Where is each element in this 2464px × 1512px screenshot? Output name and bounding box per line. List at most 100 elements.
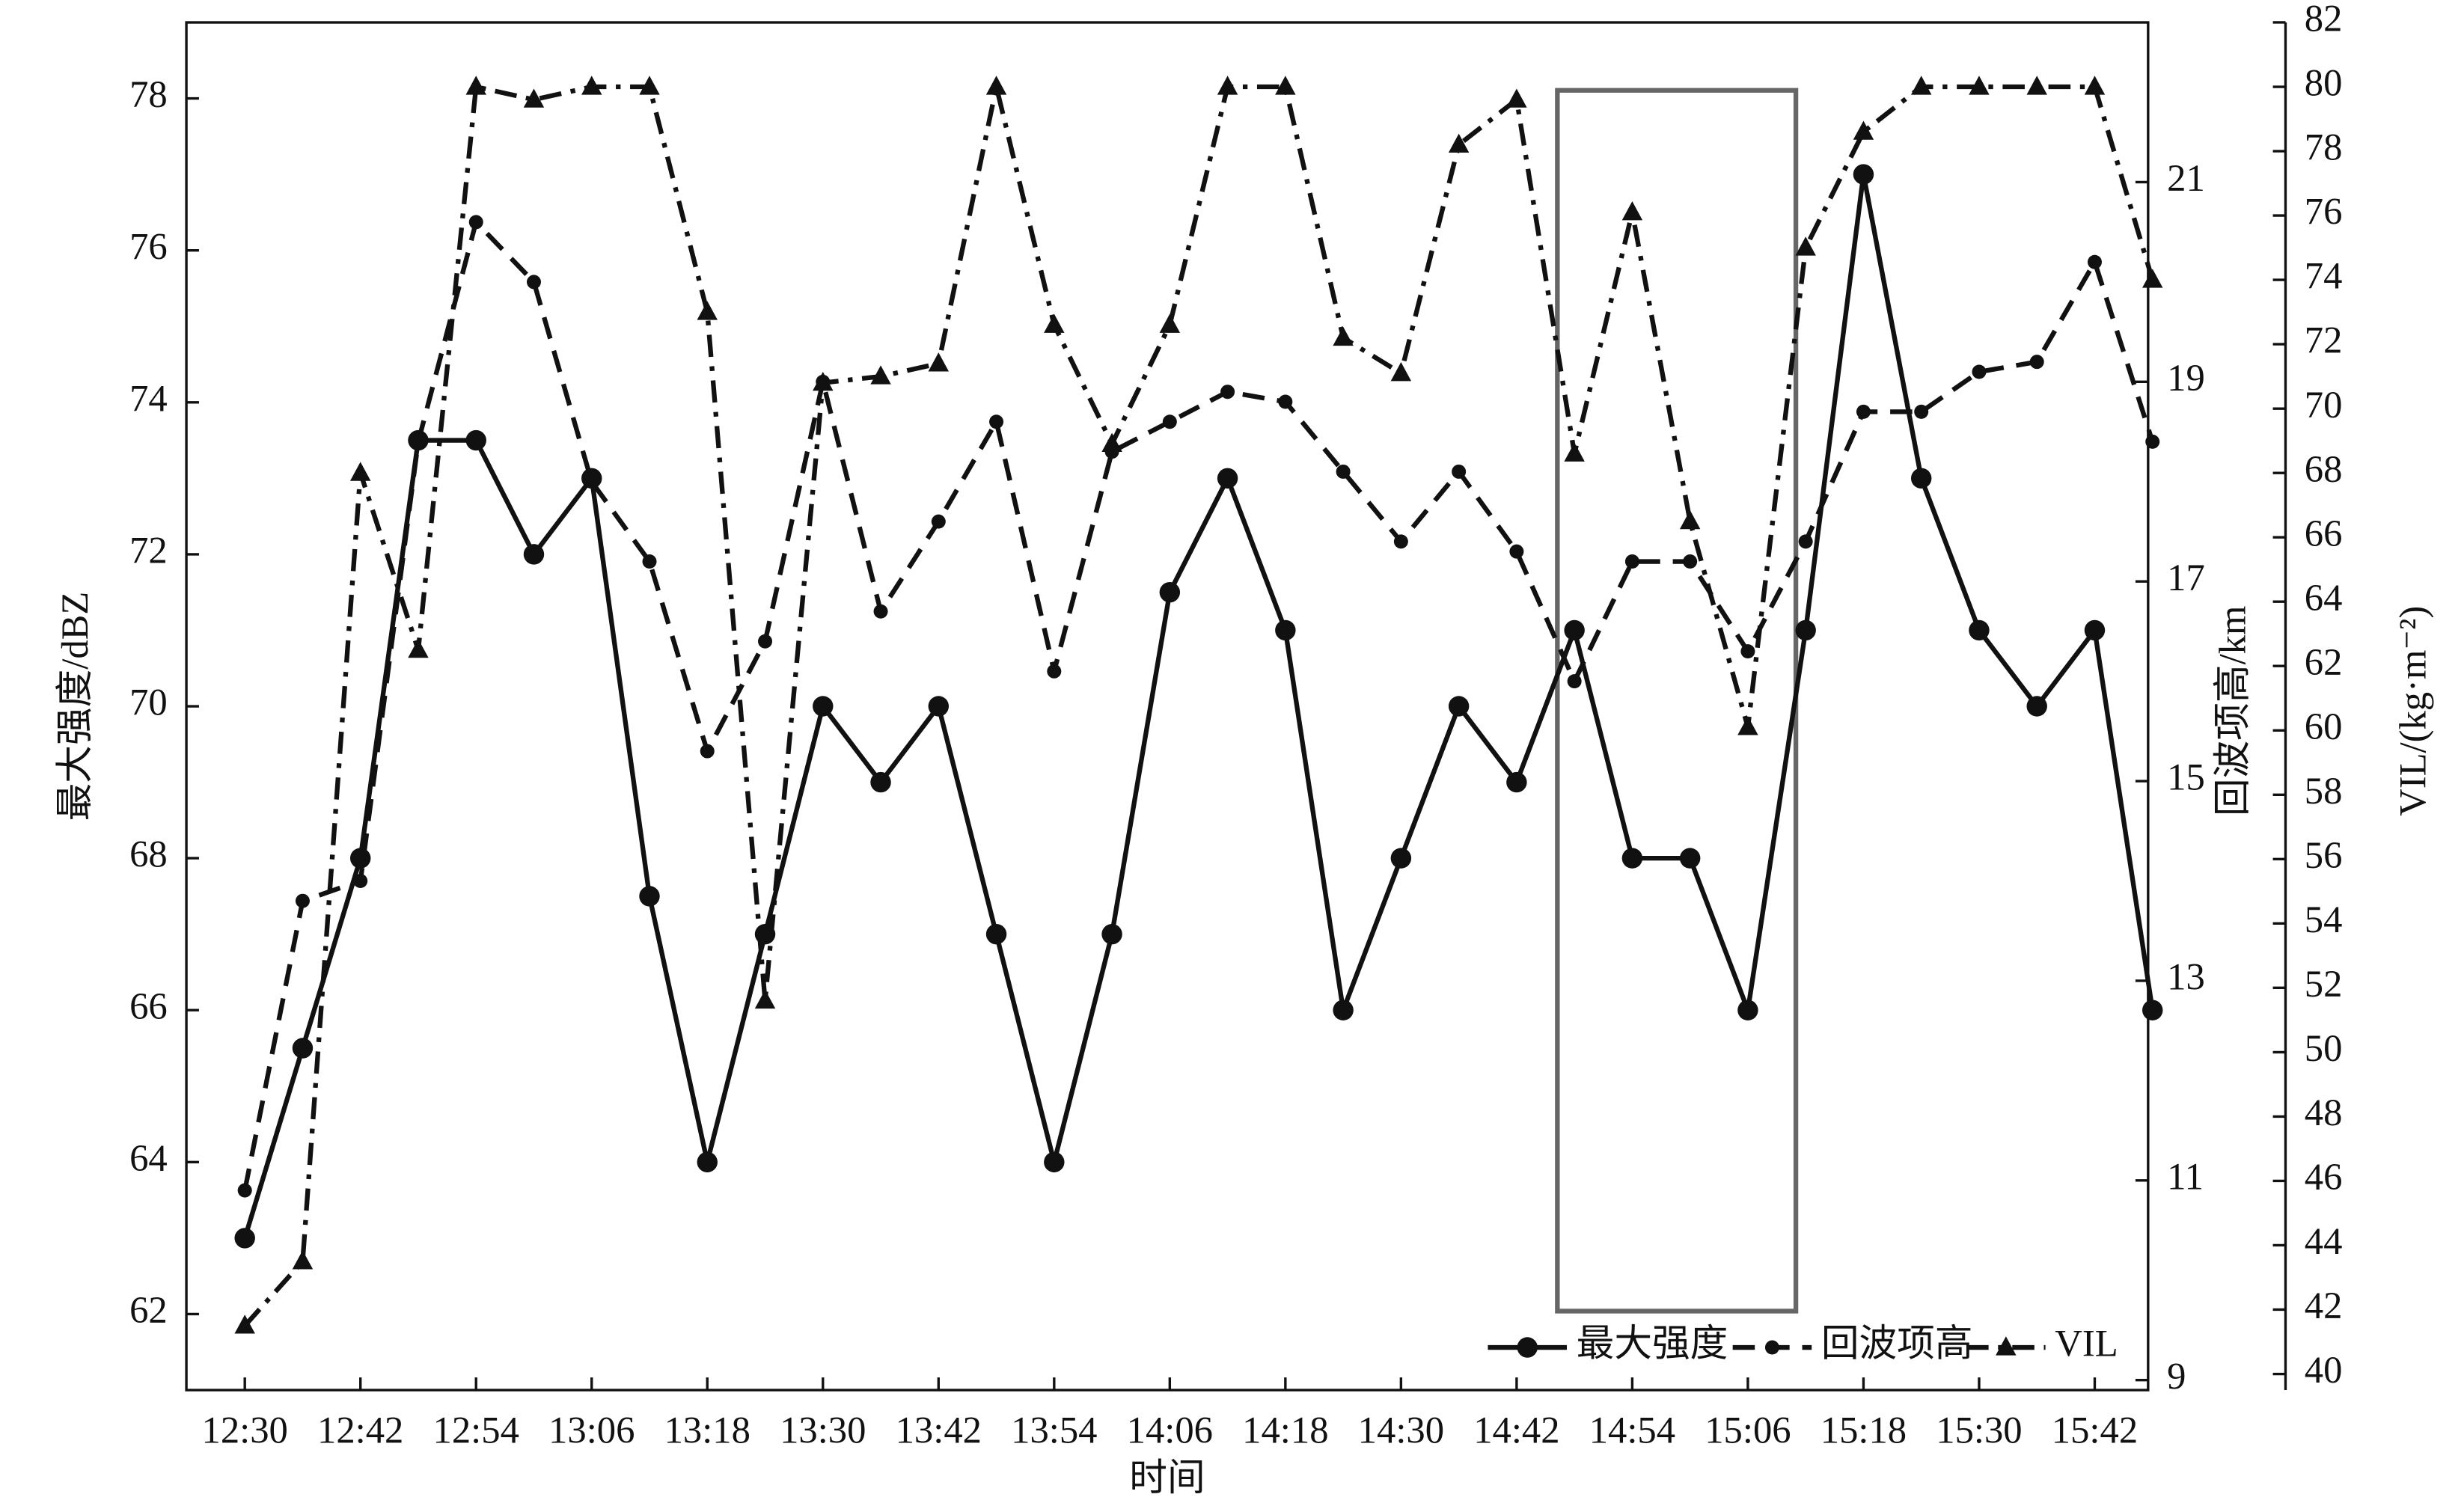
y2-tick-label: 11 xyxy=(2167,1155,2204,1197)
data-point xyxy=(1159,581,1181,603)
data-point xyxy=(1624,554,1639,569)
y2-tick-label: 13 xyxy=(2167,956,2205,998)
data-point xyxy=(813,696,834,717)
data-point xyxy=(1853,120,1874,140)
x-tick-label: 12:54 xyxy=(433,1410,519,1451)
data-point xyxy=(526,275,541,290)
data-point xyxy=(1737,1000,1758,1020)
y3-tick-label: 68 xyxy=(2305,448,2343,490)
data-point xyxy=(408,638,429,658)
data-point xyxy=(411,434,426,449)
data-point xyxy=(985,76,1007,95)
data-point xyxy=(1621,848,1643,869)
series-line xyxy=(242,174,2155,1239)
legend-label: 回波项高 xyxy=(1821,1323,1973,1365)
data-point xyxy=(1567,674,1582,689)
y-tick-label: 74 xyxy=(129,377,168,419)
data-point xyxy=(237,1183,252,1198)
y-tick-label: 72 xyxy=(129,530,168,572)
data-point xyxy=(353,874,368,889)
data-point xyxy=(1275,619,1296,641)
data-point xyxy=(754,989,776,1009)
y3-tick-label: 76 xyxy=(2305,191,2343,233)
y3-tick-label: 56 xyxy=(2305,834,2343,876)
data-point xyxy=(523,544,545,565)
data-point xyxy=(1683,554,1698,569)
data-point xyxy=(700,744,715,759)
data-point xyxy=(1798,534,1813,549)
data-point xyxy=(1564,442,1585,462)
data-point xyxy=(2084,76,2106,95)
data-point xyxy=(2026,696,2047,717)
data-point xyxy=(292,1038,314,1059)
data-point xyxy=(1972,364,1987,379)
data-point xyxy=(2084,619,2106,641)
data-point xyxy=(465,76,486,95)
data-point xyxy=(1452,464,1467,479)
data-point xyxy=(468,215,483,230)
x-tick-label: 14:30 xyxy=(1358,1410,1444,1451)
data-point xyxy=(1278,394,1293,409)
data-point xyxy=(2142,1000,2163,1020)
y-tick-label: 70 xyxy=(129,682,168,723)
y-tick-label: 64 xyxy=(129,1137,168,1179)
y3-tick-label: 50 xyxy=(2305,1027,2343,1069)
data-point xyxy=(873,604,888,619)
y3-tick-label: 74 xyxy=(2305,255,2343,297)
data-point xyxy=(2026,76,2047,95)
y3-tick-label: 46 xyxy=(2305,1156,2343,1198)
y3-tick-label: 82 xyxy=(2305,0,2343,40)
data-point xyxy=(1336,464,1351,479)
data-point xyxy=(928,352,950,372)
data-point xyxy=(1506,771,1527,793)
data-point xyxy=(1159,313,1181,333)
data-point xyxy=(1044,1151,1065,1173)
data-point xyxy=(1448,133,1470,153)
plot-frame xyxy=(185,21,2150,1392)
data-point xyxy=(1910,468,1932,489)
x-tick-label: 14:54 xyxy=(1589,1410,1675,1451)
data-point xyxy=(349,462,371,481)
data-point xyxy=(1333,1000,1354,1020)
data-point xyxy=(985,923,1007,945)
y3-tick-label: 58 xyxy=(2305,770,2343,812)
data-point xyxy=(1275,76,1296,95)
series-line xyxy=(242,84,2155,1328)
data-point xyxy=(1217,468,1238,489)
data-point xyxy=(1101,432,1122,453)
data-point xyxy=(1795,236,1816,256)
data-point xyxy=(1737,716,1758,735)
data-point xyxy=(639,886,660,907)
data-point xyxy=(1621,201,1643,221)
y3-tick-label: 70 xyxy=(2305,384,2343,426)
data-point xyxy=(1390,848,1412,869)
y2-axis-label: 回波项高/km xyxy=(2212,606,2254,816)
y3-tick-label: 40 xyxy=(2305,1349,2343,1391)
y3-tick-label: 52 xyxy=(2305,963,2343,1005)
data-point xyxy=(1448,696,1470,717)
y2-tick-label: 21 xyxy=(2167,157,2205,199)
data-point xyxy=(1795,619,1816,641)
x-tick-label: 13:42 xyxy=(896,1410,982,1451)
x-tick-label: 14:42 xyxy=(1473,1410,1559,1451)
y3-axis-label: VIL/(kg·m⁻²) xyxy=(2391,606,2433,816)
data-point xyxy=(1969,619,1990,641)
data-point xyxy=(870,365,891,385)
data-point xyxy=(523,88,545,108)
y3-tick-label: 72 xyxy=(2305,319,2343,361)
data-point xyxy=(465,429,486,451)
y2-tick-label: 19 xyxy=(2167,357,2205,399)
data-point xyxy=(1564,619,1585,641)
y3-tick-label: 42 xyxy=(2305,1285,2343,1326)
data-point xyxy=(2029,355,2044,370)
x-tick-label: 15:06 xyxy=(1705,1410,1791,1451)
data-point xyxy=(1509,544,1524,559)
data-point xyxy=(1333,326,1354,346)
data-point xyxy=(2142,269,2163,288)
y2-tick-label: 17 xyxy=(2167,557,2205,599)
data-point xyxy=(1740,644,1755,659)
data-point xyxy=(1853,164,1874,185)
data-point xyxy=(2087,254,2102,269)
x-tick-label: 12:42 xyxy=(317,1410,403,1451)
